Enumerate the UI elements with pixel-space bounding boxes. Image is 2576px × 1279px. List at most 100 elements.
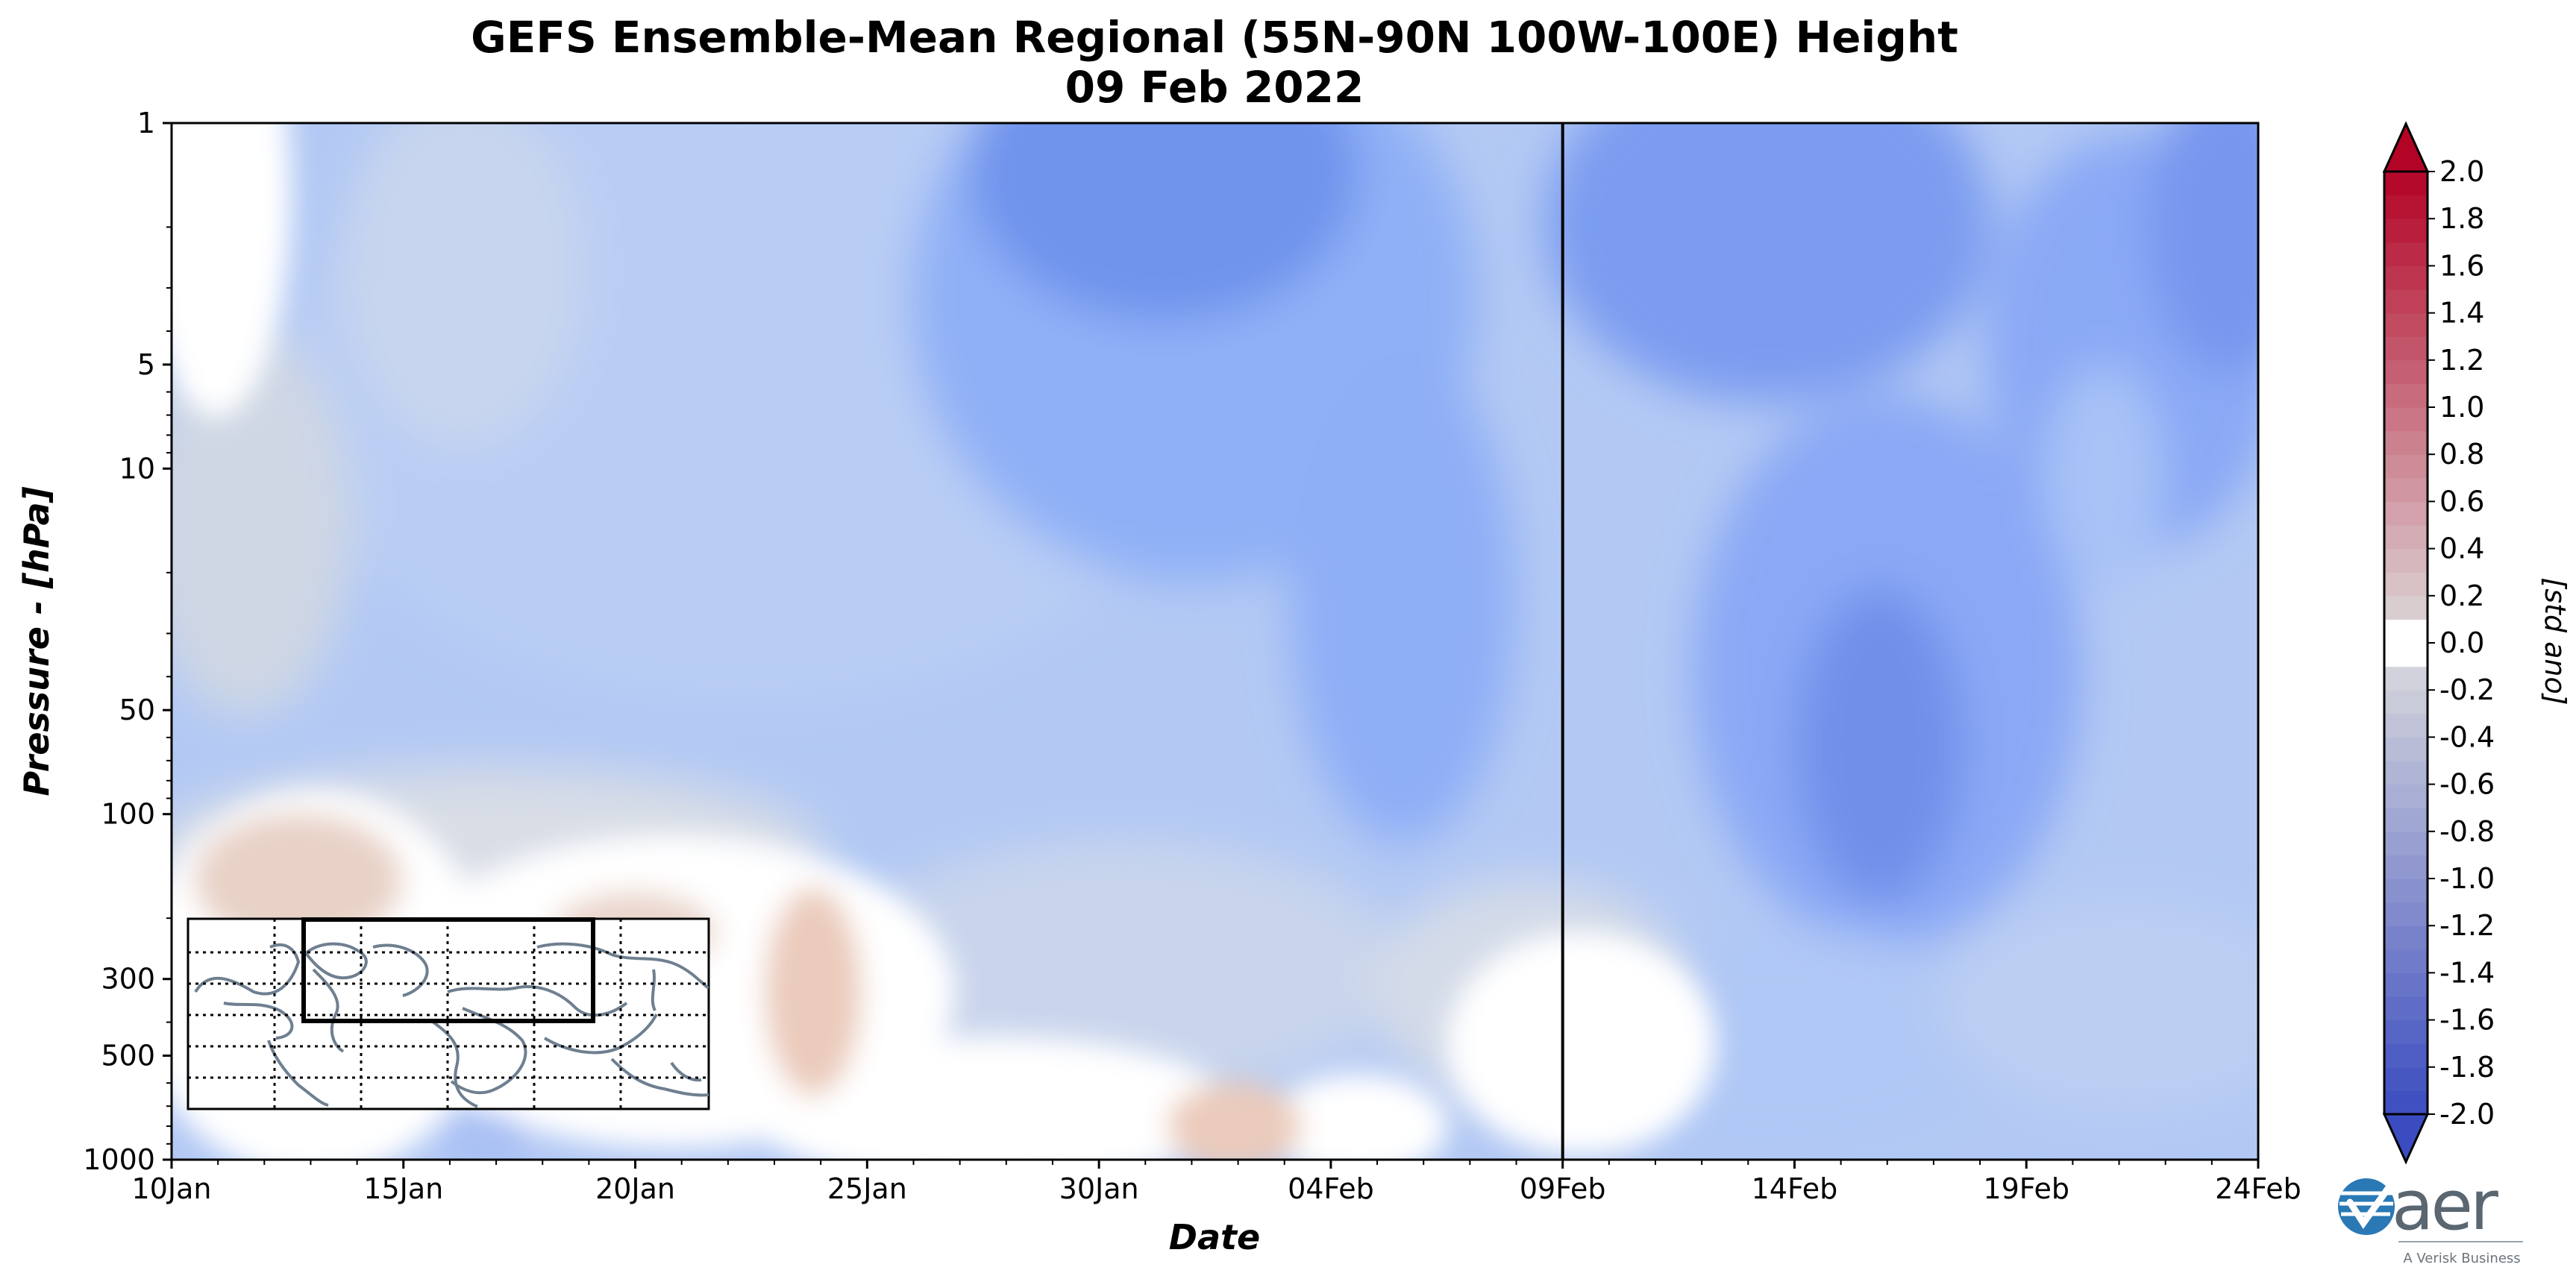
colorbar-tick-label: -2.0: [2439, 1098, 2495, 1131]
x-tick-label: 25Jan: [827, 1172, 907, 1205]
inset-region-box: [301, 917, 595, 1023]
colorbar-band: [2384, 1019, 2428, 1044]
colorbar-band: [2384, 926, 2428, 950]
x-axis-label: Date: [1169, 1217, 1260, 1257]
colorbar-band: [2384, 643, 2428, 667]
colorbar-band: [2384, 831, 2428, 855]
colorbar-band: [2384, 289, 2428, 314]
x-tick-label: 30Jan: [1059, 1172, 1139, 1205]
chart-title-line2: 09 Feb 2022: [1065, 62, 1364, 113]
zero-region: [1268, 1074, 1447, 1160]
colorbar-tick-label: -0.6: [2439, 768, 2495, 801]
colorbar-band: [2384, 1043, 2428, 1068]
y-axis-label: Pressure - [hPa]: [16, 486, 57, 796]
field-region: [1940, 902, 2258, 1111]
colorbar-band: [2384, 572, 2428, 597]
colorbar-band: [2384, 383, 2428, 408]
colorbar-band: [2384, 477, 2428, 502]
x-tick-label: 09Feb: [1520, 1172, 1606, 1205]
colorbar-tick-label: -0.2: [2439, 673, 2495, 706]
colorbar-tick-label: 1.4: [2439, 297, 2484, 330]
colorbar-band: [2384, 972, 2428, 997]
colorbar-band: [2384, 902, 2428, 926]
colorbar-band: [2384, 242, 2428, 266]
field-region: [1544, 123, 1992, 403]
colorbar-bands: [2384, 172, 2428, 1115]
zero-region: [1447, 932, 1716, 1156]
colorbar-band: [2384, 619, 2428, 644]
colorbar-tick-label: 0.0: [2439, 626, 2484, 659]
y-tick-label: 100: [101, 798, 155, 831]
colorbar-band: [2384, 784, 2428, 808]
colorbar-band: [2384, 690, 2428, 714]
colorbar-tick-label: 1.6: [2439, 249, 2484, 282]
inset-map: [187, 917, 710, 1110]
colorbar-tick-label: -1.0: [2439, 862, 2495, 895]
inset-gridlines: [188, 919, 709, 1109]
plot-frame: [170, 122, 2260, 1161]
colorbar-tick-label: -1.6: [2439, 1004, 2495, 1037]
aer-logo-mark: [2338, 1178, 2395, 1235]
x-tick-label: 04Feb: [1288, 1172, 1374, 1205]
colorbar-band: [2384, 312, 2428, 337]
colorbar-tick-label: 2.0: [2439, 155, 2484, 188]
y-tick-label: 50: [119, 694, 155, 726]
colorbar: 2.0 1.8 1.6 1.4 1.2 1.0 0.8 0.6 0.4 0.2 0.0 -0.2 -0.…: [2382, 121, 2572, 1165]
colorbar-band: [2384, 996, 2428, 1021]
field-region: [172, 328, 351, 716]
colorbar-labels: 2.0 1.8 1.6 1.4 1.2 1.0 0.8 0.6 0.4 0.2 0.0 -0.2 -0.…: [2428, 155, 2495, 1131]
colorbar-tick-label: 1.8: [2439, 202, 2484, 235]
colorbar-band: [2384, 595, 2428, 620]
y-tick-label: 1: [137, 107, 155, 139]
field-region: [1291, 351, 1514, 843]
colorbar-band: [2384, 454, 2428, 479]
anomaly-field: [172, 123, 2258, 1160]
x-tick-label: 10Jan: [132, 1172, 212, 1205]
colorbar-band: [2384, 407, 2428, 432]
colorbar-tick-label: 1.2: [2439, 344, 2484, 377]
colorbar-band: [2384, 359, 2428, 384]
positive-region: [194, 813, 403, 947]
colorbar-band: [2384, 548, 2428, 573]
colorbar-tick-label: 0.8: [2439, 438, 2484, 471]
aer-logo-tagline: A Verisk Business: [2403, 1251, 2520, 1266]
colorbar-band: [2384, 195, 2428, 219]
colorbar-tick-label: 0.4: [2439, 532, 2484, 565]
x-tick-label: 20Jan: [595, 1172, 675, 1205]
positive-region: [765, 887, 862, 1096]
field-region: [2149, 123, 2258, 373]
zero-region: [746, 1037, 1238, 1160]
zero-region: [172, 123, 291, 418]
field-region: [1798, 589, 1962, 902]
colorbar-band: [2384, 219, 2428, 243]
field-region: [836, 843, 1403, 1096]
y-tick-label: 10: [119, 452, 155, 485]
field-region: [343, 123, 582, 447]
colorbar-band: [2384, 501, 2428, 526]
x-axis: 10Jan 15Jan 20Jan 25Jan 30Jan 04Feb 09Fe…: [132, 1160, 2301, 1205]
colorbar-band: [2384, 713, 2428, 738]
colorbar-band: [2384, 808, 2428, 832]
colorbar-band: [2384, 666, 2428, 691]
colorbar-tick-label: -1.4: [2439, 956, 2495, 989]
aer-logo-wordmark: aer: [2392, 1166, 2498, 1245]
x-tick-label: 14Feb: [1752, 1172, 1838, 1205]
y-tick-label: 1000: [83, 1143, 155, 1176]
y-axis: 1 5 10 50 100 300 500 1000: [83, 107, 172, 1176]
colorbar-max-extension: [2382, 121, 2430, 173]
x-minor-ticks: [217, 1160, 2213, 1165]
colorbar-tick-label: 1.0: [2439, 391, 2484, 424]
field-region: [2044, 365, 2163, 589]
x-tick-label: 15Jan: [363, 1172, 443, 1205]
colorbar-tick-label: -1.2: [2439, 909, 2495, 942]
aer-logo: aer A Verisk Business: [2338, 1166, 2523, 1266]
colorbar-band: [2384, 172, 2428, 196]
colorbar-band: [2384, 1090, 2428, 1115]
colorbar-tick-label: -0.4: [2439, 720, 2495, 753]
field-region: [970, 123, 1358, 321]
colorbar-band: [2384, 879, 2428, 903]
colorbar-band: [2384, 265, 2428, 290]
y-tick-label: 5: [137, 348, 155, 381]
colorbar-band: [2384, 761, 2428, 785]
